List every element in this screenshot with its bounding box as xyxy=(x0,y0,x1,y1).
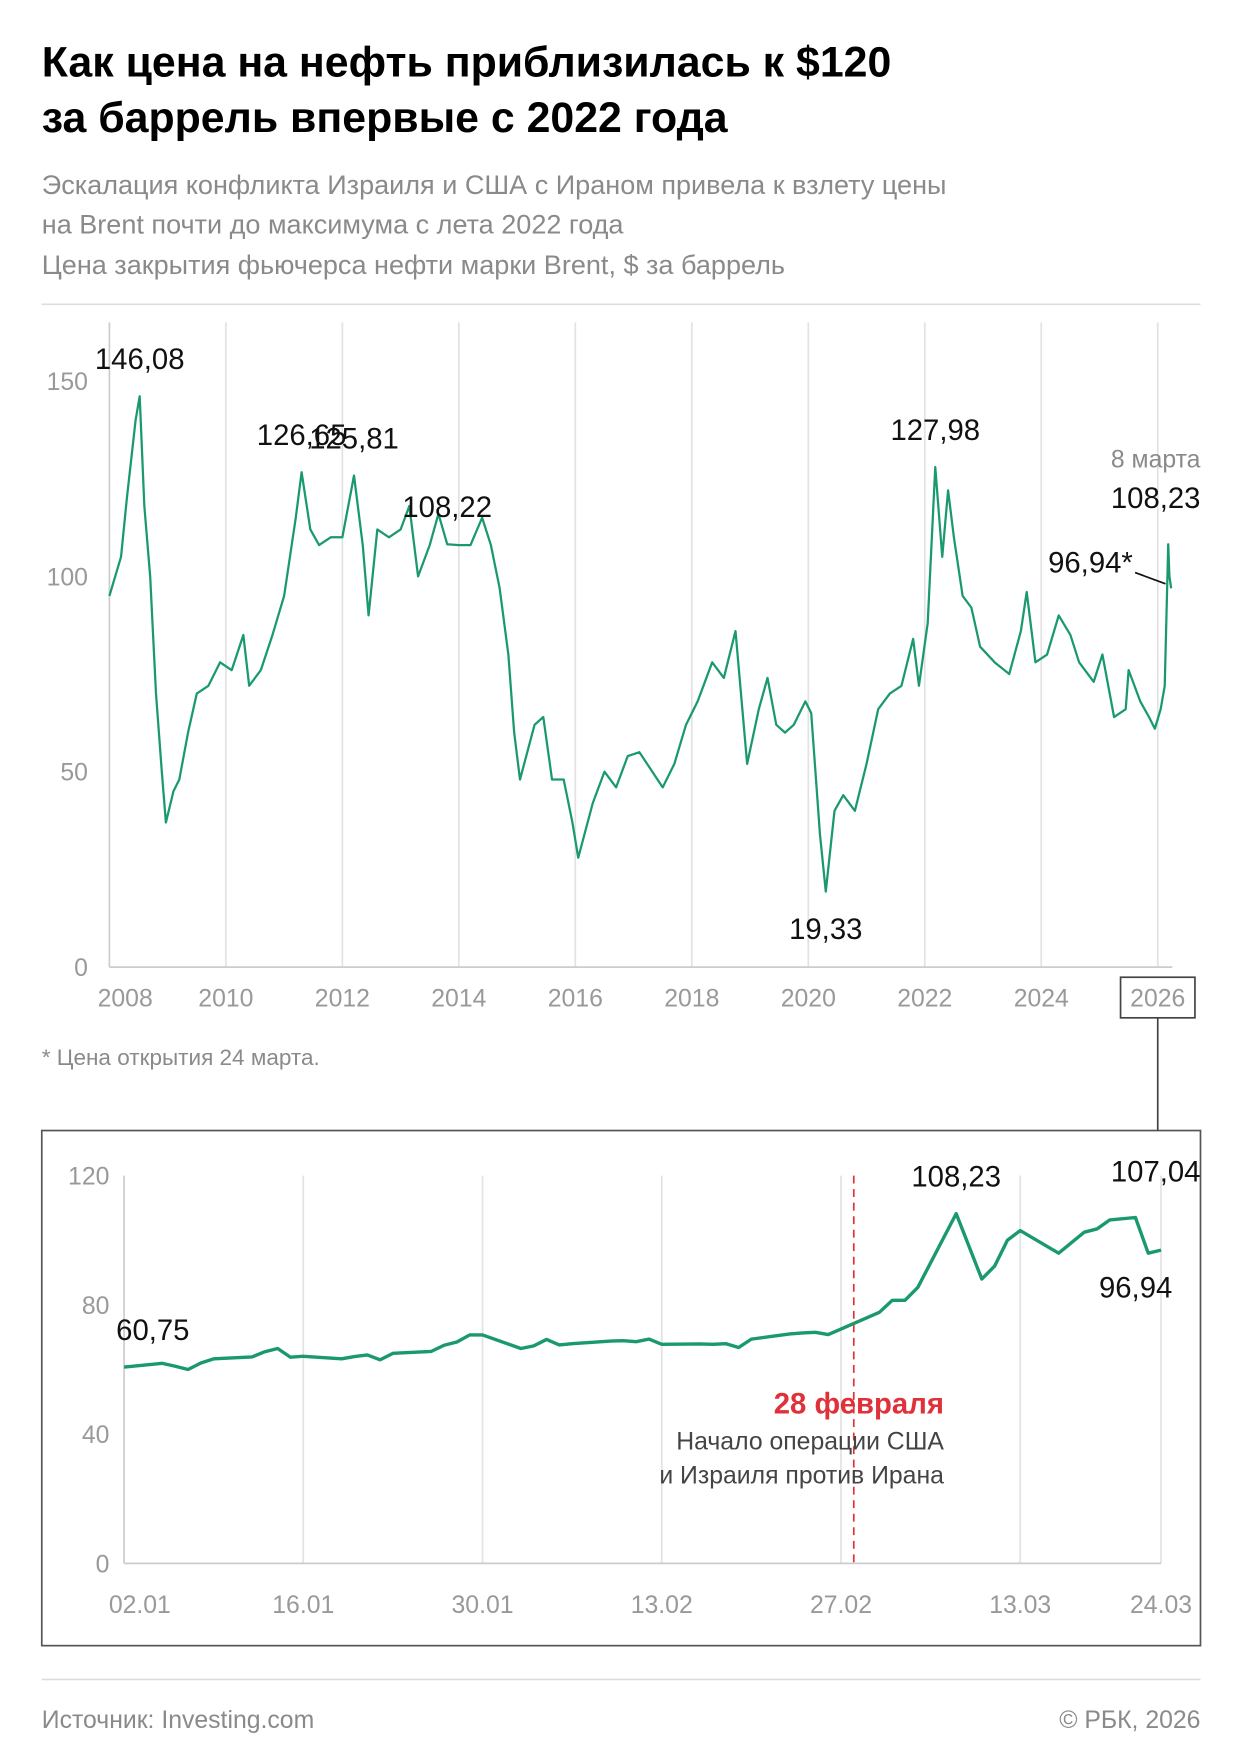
x-tick-label: 2016 xyxy=(548,986,603,1013)
x-tick-label: 2022 xyxy=(897,986,952,1013)
x-tick-label: 24.03 xyxy=(1130,1592,1192,1619)
y-tick-label: 120 xyxy=(68,1164,109,1191)
x-tick-label: 16.01 xyxy=(272,1592,334,1619)
copyright: © РБК, 2026 xyxy=(1059,1707,1200,1734)
event-label: 28 февраля xyxy=(774,1387,944,1420)
line-series xyxy=(108,395,1173,893)
x-tick-label: 2018 xyxy=(664,986,719,1013)
y-tick-label: 100 xyxy=(47,564,88,591)
y-tick-label: 0 xyxy=(74,955,88,982)
data-label: 127,98 xyxy=(890,414,980,447)
x-tick-label: 2012 xyxy=(315,986,370,1013)
subtitle-line: на Brent почти до максимума с лета 2022 … xyxy=(42,209,625,239)
y-tick-label: 0 xyxy=(96,1551,110,1578)
footnote: * Цена открытия 24 марта. xyxy=(42,1045,320,1070)
leader-line xyxy=(1134,571,1166,585)
y-tick-label: 80 xyxy=(82,1293,110,1320)
data-label: 125,81 xyxy=(309,422,399,455)
source: Источник: Investing.com xyxy=(42,1707,314,1734)
x-tick-label: 13.02 xyxy=(631,1592,693,1619)
data-label: 96,94 xyxy=(1099,1271,1172,1304)
x-tick-label: 30.01 xyxy=(452,1592,514,1619)
y-tick-label: 50 xyxy=(60,760,88,787)
data-label: 146,08 xyxy=(95,343,185,376)
x-tick-label: 02.01 xyxy=(109,1592,171,1619)
data-label: 60,75 xyxy=(116,1314,189,1347)
data-label: 96,94* xyxy=(1048,547,1133,580)
inset-frame xyxy=(40,1129,1202,1647)
data-label: 108,22 xyxy=(402,491,492,524)
event-text: Начало операции США xyxy=(676,1429,944,1456)
x-tick-label: 13.03 xyxy=(989,1592,1051,1619)
x-tick-label: 2024 xyxy=(1014,986,1069,1013)
x-tick-label: 2008 xyxy=(98,986,153,1013)
x-tick-label: 2020 xyxy=(781,986,836,1013)
line-series xyxy=(123,1211,1162,1372)
x-tick-label: 2014 xyxy=(431,986,486,1013)
x-tick-label: 2026 xyxy=(1130,986,1185,1013)
title-line: Как цена на нефть приблизилась к $120 xyxy=(42,39,892,87)
y-tick-label: 150 xyxy=(47,369,88,396)
data-label: 108,23 xyxy=(1111,482,1201,515)
event-text: и Израиля против Ирана xyxy=(659,1462,944,1489)
y-tick-label: 40 xyxy=(82,1422,110,1449)
data-label: 108,23 xyxy=(911,1161,1001,1194)
data-label: 126,65 xyxy=(257,419,347,452)
data-label: 107,04 xyxy=(1111,1155,1201,1188)
axis-title: Цена закрытия фьючерса нефти марки Brent… xyxy=(42,250,785,280)
annotation: 8 марта xyxy=(1111,447,1201,474)
x-tick-label: 2010 xyxy=(198,986,253,1013)
subtitle-line: Эскалация конфликта Израиля и США с Иран… xyxy=(42,170,947,200)
x-tick-label: 27.02 xyxy=(810,1592,872,1619)
title-line: за баррель впервые с 2022 года xyxy=(42,94,729,142)
data-label: 19,33 xyxy=(789,913,862,946)
